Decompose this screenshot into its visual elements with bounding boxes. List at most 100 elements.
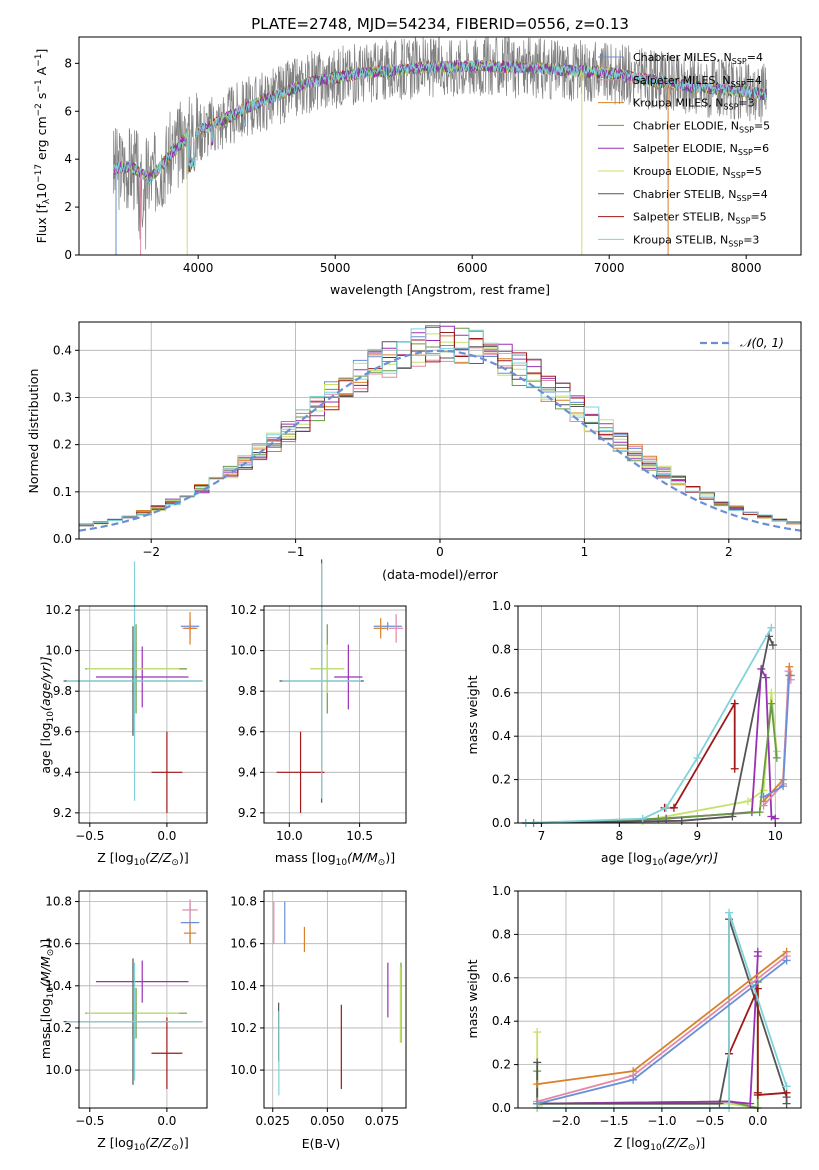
legend-entry: Salpeter STELIB, NSSP=5 xyxy=(633,211,767,226)
spectrum-panel: 4000 5000 6000 7000 8000 0 2 4 6 8 Flux [fλ10−17 e… xyxy=(34,36,802,275)
mass-vs-ebv-panel: 0.025 0.050 0.075 10.0 10.2 10.4 10.6 10.8 xyxy=(230,890,407,1128)
spectrum-xlabel: wavelength [Angstrom, rest frame] xyxy=(330,282,550,297)
y-tick-label: 10.2 xyxy=(230,1021,257,1035)
weight-marker xyxy=(759,801,768,810)
weight-vs-metallicity-panel: −2.0 −1.5 −1.0 −0.5 0.0 0.0 0.2 0.4 0.6 0.8 1.0 Z [… xyxy=(492,884,802,1153)
residual-histogram-panel: −2 −1 0 1 2 0.0 0.1 0.2 0.3 0.4 𝒩(0, 1) xyxy=(53,321,802,559)
x-axis-label: Z [log10(Z/Z⊙)] xyxy=(97,850,188,868)
x-tick-label: 8 xyxy=(616,829,624,843)
weight-line-kroupa_elodie xyxy=(536,977,759,1111)
weight-marker xyxy=(784,667,793,676)
y-tick-label: 8 xyxy=(64,56,72,70)
weight-marker xyxy=(782,956,791,965)
y-tick-label: 0.6 xyxy=(492,686,511,700)
x-tick-label: −1 xyxy=(287,545,305,559)
x-tick-label: 10.5 xyxy=(346,829,373,843)
y-tick-label: 9.4 xyxy=(53,765,72,779)
y-tick-label: 10.2 xyxy=(45,603,72,617)
x-tick-label: 2 xyxy=(725,545,733,559)
weight-line-salpeter_stelib xyxy=(728,988,787,1096)
x-tick-label: 1 xyxy=(581,545,589,559)
y-tick-label: 0.0 xyxy=(53,532,72,546)
y-tick-label: 9.6 xyxy=(53,725,72,739)
axes-frame xyxy=(263,605,407,824)
weight-z-ylabel: mass weight xyxy=(465,959,480,1038)
x-tick-label: 7 xyxy=(538,829,546,843)
weight-marker xyxy=(761,673,770,682)
model-line-salpeter_elodie xyxy=(112,59,767,182)
x-tick-label: 7000 xyxy=(594,261,625,275)
age-vs-mass-panel: 10.0 10.5 9.2 9.4 9.6 9.8 10.0 10.2 mass [log10(… xyxy=(230,559,407,868)
y-tick-label: 9.8 xyxy=(53,684,72,698)
weight-line-kroupa_elodie xyxy=(525,692,778,824)
x-axis-label: age [log10(age/yr)] xyxy=(601,850,718,868)
y-tick-label: 0.3 xyxy=(53,390,72,404)
x-tick-label: −1.0 xyxy=(647,1114,676,1128)
y-tick-label: 0.0 xyxy=(492,1101,511,1115)
weight-marker xyxy=(533,1080,542,1089)
weight-marker xyxy=(638,814,647,823)
y-tick-label: 0.2 xyxy=(492,1058,511,1072)
y-tick-label: 10.4 xyxy=(45,979,72,993)
weight-marker xyxy=(772,753,781,762)
spectrum-lines xyxy=(112,37,768,255)
x-tick-label: −2 xyxy=(142,545,160,559)
spectrum-ylabel: Flux [fλ10−17 erg cm−2 s−1 A−1] xyxy=(34,49,52,244)
weight-marker xyxy=(715,1099,724,1108)
y-tick-label: 9.2 xyxy=(238,806,257,820)
y-axis-label: age [log10(age/yr)] xyxy=(38,656,56,773)
y-tick-label: 10.6 xyxy=(45,937,72,951)
y-tick-label: 10.2 xyxy=(45,1021,72,1035)
spectrum-title: PLATE=2748, MJD=54234, FIBERID=0556, z=0… xyxy=(251,15,629,33)
y-tick-label: 0.6 xyxy=(492,971,511,985)
weight-marker xyxy=(533,1028,542,1037)
weight-marker xyxy=(768,641,777,650)
weight-marker xyxy=(753,1090,762,1099)
y-tick-label: 10.8 xyxy=(45,895,72,909)
y-tick-label: 0.1 xyxy=(53,485,72,499)
weight-vs-age-panel: 7 8 9 10 0.0 0.2 0.4 0.6 0.8 1.0 age [log10(age/yr… xyxy=(492,599,802,868)
y-tick-label: 10.0 xyxy=(45,1063,72,1077)
y-tick-label: 10.0 xyxy=(45,644,72,658)
x-tick-label: 10 xyxy=(768,829,783,843)
weight-marker xyxy=(767,623,776,632)
x-tick-label: −0.5 xyxy=(695,1114,724,1128)
legend-entry: Salpeter MILES, NSSP=4 xyxy=(633,74,762,89)
x-tick-label: 0.0 xyxy=(157,1114,176,1128)
axes-frame xyxy=(517,605,802,824)
legend-entry: Kroupa MILES, NSSP=3 xyxy=(633,97,755,112)
weight-marker xyxy=(782,1099,791,1108)
x-tick-label: 0.0 xyxy=(748,1114,767,1128)
weight-marker xyxy=(669,803,678,812)
y-tick-label: 9.8 xyxy=(238,684,257,698)
model-line-kroupa_stelib xyxy=(112,59,768,186)
y-tick-label: 0.4 xyxy=(492,729,511,743)
axes-frame xyxy=(517,890,802,1109)
weight-marker xyxy=(730,699,739,708)
weight-marker xyxy=(755,808,764,817)
mass-vs-metallicity-panel: −0.5 0.0 10.0 10.2 10.4 10.6 10.8 Z [log10(Z/Z⊙… xyxy=(38,890,208,1153)
axes-frame xyxy=(263,890,407,1109)
legend-entry: Chabrier MILES, NSSP=4 xyxy=(633,51,763,66)
ebv-xlabel: E(B-V) xyxy=(302,1136,341,1151)
legend-entry: Kroupa ELODIE, NSSP=5 xyxy=(633,165,762,180)
y-tick-label: 6 xyxy=(64,104,72,118)
legend-entry: 𝒩(0, 1) xyxy=(740,336,784,350)
legend-entry: Kroupa STELIB, NSSP=3 xyxy=(633,233,759,248)
x-tick-label: 0 xyxy=(436,545,444,559)
weight-line-chabrier_elodie xyxy=(533,703,778,824)
axes-frame xyxy=(78,36,802,256)
y-tick-label: 10.4 xyxy=(230,979,257,993)
weight-marker xyxy=(767,688,776,697)
weight-marker xyxy=(533,1099,542,1108)
legend-entry: Salpeter ELODIE, NSSP=6 xyxy=(633,142,769,157)
weight-marker xyxy=(746,1099,755,1108)
x-tick-label: −1.5 xyxy=(599,1114,628,1128)
y-tick-label: 2 xyxy=(64,200,72,214)
residuals-ylabel: Normed distribution xyxy=(26,369,41,494)
y-tick-label: 10.0 xyxy=(230,1063,257,1077)
y-tick-label: 10.8 xyxy=(230,895,257,909)
y-tick-label: 9.4 xyxy=(238,765,257,779)
weight-marker xyxy=(759,792,768,801)
y-axis-label: mass [log10(M/M⊙)] xyxy=(38,939,56,1059)
